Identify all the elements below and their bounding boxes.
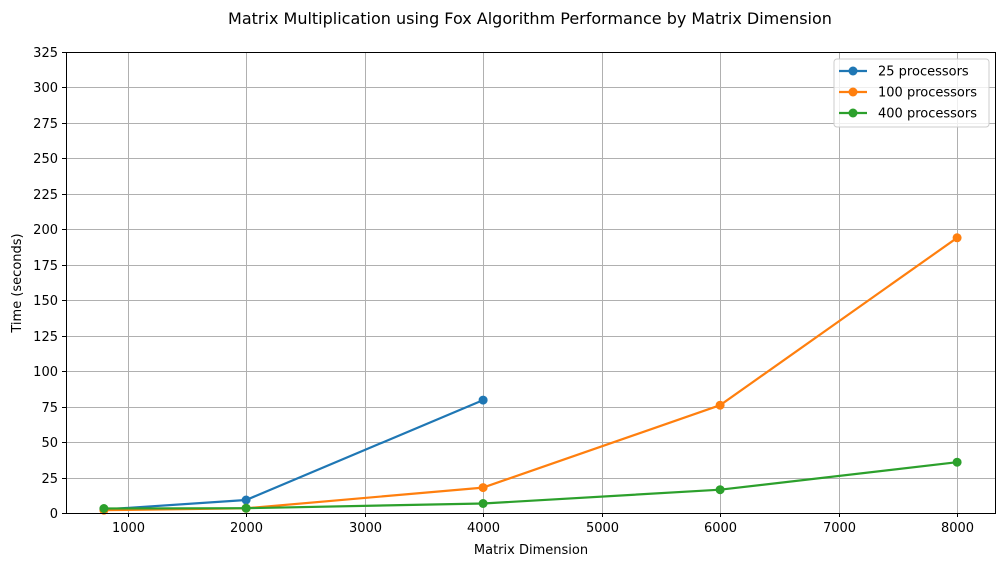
y-tick-label: 125 [33, 330, 58, 345]
data-point [478, 499, 488, 508]
data-point [478, 483, 488, 493]
data-point [478, 395, 488, 405]
series-400-processors [99, 457, 962, 513]
y-tick-label: 150 [33, 294, 58, 309]
y-tick-label: 0 [50, 507, 58, 522]
legend-label: 25 processors [878, 65, 969, 80]
data-point [952, 457, 962, 467]
chart-title: Matrix Multiplication using Fox Algorith… [228, 9, 832, 28]
y-tick-label: 200 [33, 223, 58, 238]
x-tick-label: 3000 [349, 521, 382, 536]
series-layer [99, 233, 962, 515]
y-tick-label: 275 [33, 117, 58, 132]
legend-label: 100 processors [878, 86, 977, 101]
y-tick-label: 75 [41, 401, 58, 416]
y-tick-label: 300 [33, 81, 58, 96]
data-point [952, 233, 962, 243]
x-tick-label: 4000 [467, 521, 500, 536]
y-tick-label: 250 [33, 152, 58, 167]
y-tick-label: 225 [33, 188, 58, 203]
legend-item: 25 processors [839, 65, 969, 80]
y-tick-label: 50 [41, 436, 58, 451]
legend-item: 400 processors [839, 107, 977, 122]
data-point [715, 485, 725, 495]
x-tick-label: 1000 [112, 521, 145, 536]
y-tick-label: 325 [33, 46, 58, 61]
axis-ticks: 1000 2000 3000 4000 5000 6000 7000 8000 0 25 50 75 1… [33, 46, 974, 536]
x-tick-label: 2000 [230, 521, 263, 536]
y-tick-label: 175 [33, 259, 58, 274]
legend-item: 100 processors [839, 86, 977, 101]
data-point [99, 504, 109, 513]
y-axis-label: Time (seconds) [10, 233, 25, 333]
series-line [102, 236, 959, 512]
series-100-processors [99, 233, 962, 515]
y-tick-label: 25 [41, 472, 58, 487]
legend-box [833, 58, 990, 128]
data-point [241, 495, 251, 505]
legend-marker [848, 66, 858, 76]
x-tick-label: 5000 [586, 521, 619, 536]
legend-marker [848, 87, 858, 97]
series-25-processors [99, 395, 488, 514]
x-tick-label: 7000 [823, 521, 856, 536]
x-tick-label: 6000 [704, 521, 737, 536]
data-point [715, 400, 725, 410]
y-tick-label: 100 [33, 365, 58, 380]
x-axis-label: Matrix Dimension [474, 543, 588, 558]
x-tick-label: 8000 [941, 521, 974, 536]
plot-frame [66, 52, 996, 514]
legend: 25 processors 100 processors 400 processor… [833, 58, 990, 128]
legend-marker [848, 108, 858, 118]
data-point [241, 503, 251, 513]
legend-label: 400 processors [878, 107, 977, 122]
